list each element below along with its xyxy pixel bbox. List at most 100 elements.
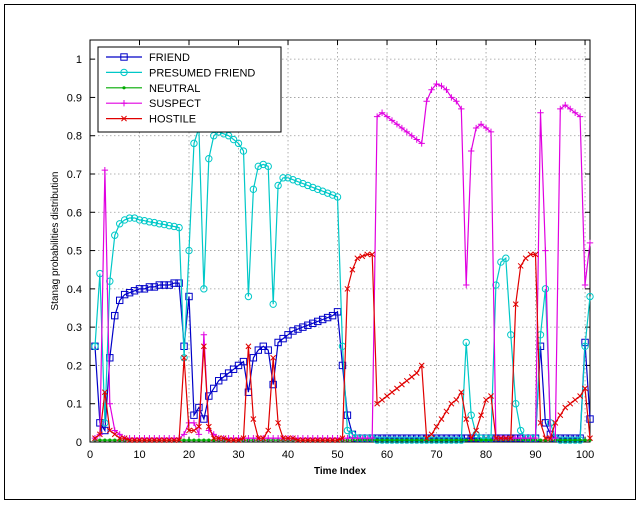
data-point — [473, 427, 480, 434]
data-point — [220, 435, 227, 442]
data-point — [349, 266, 356, 273]
data-point — [244, 292, 253, 301]
data-point — [587, 435, 593, 442]
data-point — [393, 121, 401, 128]
data-point — [98, 438, 102, 442]
data-point — [434, 438, 439, 442]
data-point — [368, 434, 376, 442]
data-point — [408, 132, 415, 139]
data-point — [155, 281, 164, 289]
data-point — [428, 86, 435, 93]
data-point — [249, 185, 258, 194]
data-point — [467, 411, 475, 419]
data-point — [106, 427, 113, 434]
data-point — [459, 438, 463, 442]
data-point — [532, 434, 539, 442]
data-point — [557, 412, 564, 419]
data-point — [265, 427, 272, 434]
data-point — [230, 437, 237, 443]
data-point — [586, 292, 594, 301]
y-tick-label: 0.4 — [67, 284, 82, 296]
data-point — [323, 313, 332, 322]
data-point — [558, 438, 562, 442]
data-point — [318, 315, 327, 324]
data-point — [586, 415, 594, 423]
data-point — [200, 285, 208, 293]
data-point — [318, 187, 327, 195]
data-point — [116, 431, 123, 438]
data-point — [581, 342, 589, 350]
data-point — [328, 191, 337, 199]
data-point — [255, 435, 262, 442]
data-point — [448, 94, 455, 101]
data-point — [239, 357, 248, 366]
x-tick-label: 10 — [133, 449, 145, 461]
data-point — [200, 331, 208, 338]
data-point — [195, 403, 203, 412]
data-point — [269, 300, 277, 308]
data-point — [420, 438, 424, 442]
data-point — [151, 437, 158, 443]
data-point — [578, 438, 582, 442]
data-point — [180, 431, 188, 438]
data-point — [433, 423, 440, 430]
data-point — [487, 128, 495, 136]
data-point — [135, 285, 144, 293]
data-point — [354, 255, 361, 262]
data-point — [532, 251, 539, 258]
data-point — [279, 334, 287, 343]
data-point — [464, 438, 468, 442]
data-point — [160, 220, 168, 229]
data-point — [552, 419, 559, 426]
data-point — [120, 290, 129, 299]
data-point — [467, 147, 475, 155]
data-point — [562, 101, 569, 109]
data-point — [219, 373, 228, 381]
data-point — [145, 283, 154, 291]
data-point — [284, 331, 292, 339]
data-point — [462, 338, 470, 347]
data-point — [190, 411, 198, 419]
data-point — [175, 279, 183, 287]
data-point — [323, 189, 332, 197]
data-point — [176, 437, 183, 443]
data-point — [254, 162, 263, 171]
y-tick-label: 0.7 — [67, 169, 82, 181]
data-point — [443, 86, 450, 93]
data-point — [333, 308, 342, 316]
data-point — [438, 416, 445, 422]
data-point — [581, 281, 589, 289]
data-point — [126, 437, 133, 443]
data-point — [339, 435, 346, 442]
data-point — [170, 279, 178, 287]
data-point — [111, 431, 118, 438]
data-point — [120, 216, 129, 224]
data-point — [439, 438, 444, 442]
data-point — [408, 374, 415, 380]
data-point — [395, 438, 399, 442]
data-point — [284, 174, 292, 182]
data-point — [448, 400, 455, 407]
data-point — [333, 193, 342, 201]
data-point — [438, 82, 445, 90]
data-point — [563, 438, 567, 442]
data-point — [477, 121, 485, 128]
x-tick-label: 100 — [576, 449, 594, 461]
data-point — [275, 419, 282, 426]
data-point — [190, 419, 198, 427]
data-point — [136, 437, 143, 443]
data-point — [96, 431, 103, 438]
data-point — [343, 426, 352, 435]
y-tick-label: 0 — [76, 437, 82, 449]
data-point — [191, 427, 197, 434]
data-point — [517, 262, 524, 269]
y-tick-label: 0.3 — [67, 322, 82, 334]
data-point — [309, 437, 316, 443]
data-point — [478, 412, 485, 419]
data-point — [229, 365, 238, 373]
data-point — [390, 438, 394, 442]
legend-entry: NEUTRAL — [149, 83, 200, 95]
data-point — [225, 437, 232, 443]
data-point — [274, 181, 282, 190]
